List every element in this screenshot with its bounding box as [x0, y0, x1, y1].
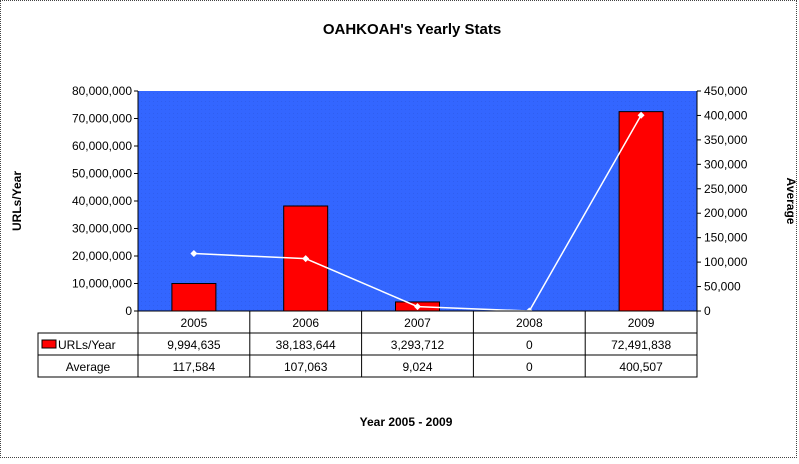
right-tick-label: 450,000 — [704, 84, 748, 98]
data-table: 2005 2006 2007 2008 2009 URLs/Year Average 9,99… — [37, 310, 698, 378]
bar-2005 — [171, 283, 217, 312]
table-row-label: Average — [66, 360, 111, 374]
right-tick-label: 400,000 — [704, 108, 748, 122]
left-tick-label: 50,000,000 — [72, 167, 132, 181]
table-cell-urls: 72,491,838 — [611, 338, 671, 352]
table-header-cell: 2005 — [181, 316, 208, 330]
table-row-label: URLs/Year — [58, 338, 116, 352]
chart-title: OAHKOAH's Yearly Stats — [323, 21, 501, 38]
average-point-2007 — [414, 303, 421, 311]
x-axis-title: Year 2005 - 2009 — [360, 415, 453, 429]
table-cell-urls: 38,183,644 — [276, 338, 336, 352]
left-tick-label: 60,000,000 — [72, 139, 132, 153]
table-header-cell: 2007 — [404, 316, 431, 330]
right-tick-label: 100,000 — [704, 255, 748, 269]
table-header-cell: 2009 — [628, 316, 655, 330]
left-tick-label: 20,000,000 — [72, 249, 132, 263]
table-cell-average: 107,063 — [284, 360, 328, 374]
table-cell-average: 9,024 — [402, 360, 432, 374]
plot-area-texture — [138, 91, 697, 311]
right-tick-label: 150,000 — [704, 231, 748, 245]
table-cell-average: 400,507 — [619, 360, 663, 374]
left-tick-label: 0 — [125, 304, 132, 318]
right-tick-label: 50,000 — [704, 280, 741, 294]
table-cell-urls: 9,994,635 — [167, 338, 221, 352]
y-axis-title: URLs/Year — [10, 171, 24, 231]
left-tick-label: 40,000,000 — [72, 194, 132, 208]
left-tick-label: 70,000,000 — [72, 112, 132, 126]
table-cell-average: 0 — [526, 360, 533, 374]
right-tick-label: 300,000 — [704, 157, 748, 171]
left-tick-label: 10,000,000 — [72, 277, 132, 291]
right-axis-ticks: 0 50,000 100,000 150,000 200,000 250,000 300,0… — [697, 84, 748, 318]
table-header-cell: 2008 — [516, 316, 543, 330]
table-cell-average: 117,584 — [173, 360, 216, 374]
table-cell-urls: 3,293,712 — [391, 338, 445, 352]
left-tick-label: 30,000,000 — [72, 222, 132, 236]
line-series — [190, 111, 645, 315]
table-header-cell: 2006 — [292, 316, 319, 330]
right-tick-label: 250,000 — [704, 182, 748, 196]
legend-key-urls — [41, 339, 57, 349]
bar-series — [171, 111, 664, 312]
left-tick-label: 80,000,000 — [72, 84, 132, 98]
average-point-2005 — [190, 250, 198, 258]
right-tick-label: 0 — [704, 304, 711, 318]
left-axis-ticks: 0 10,000,000 20,000,000 30,000,000 40,000,00… — [72, 84, 138, 318]
right-tick-label: 350,000 — [704, 133, 748, 147]
y2-axis-title: Average — [784, 178, 798, 225]
average-point-2009 — [637, 111, 645, 119]
table-cell-urls: 0 — [526, 338, 533, 352]
right-tick-label: 200,000 — [704, 206, 748, 220]
